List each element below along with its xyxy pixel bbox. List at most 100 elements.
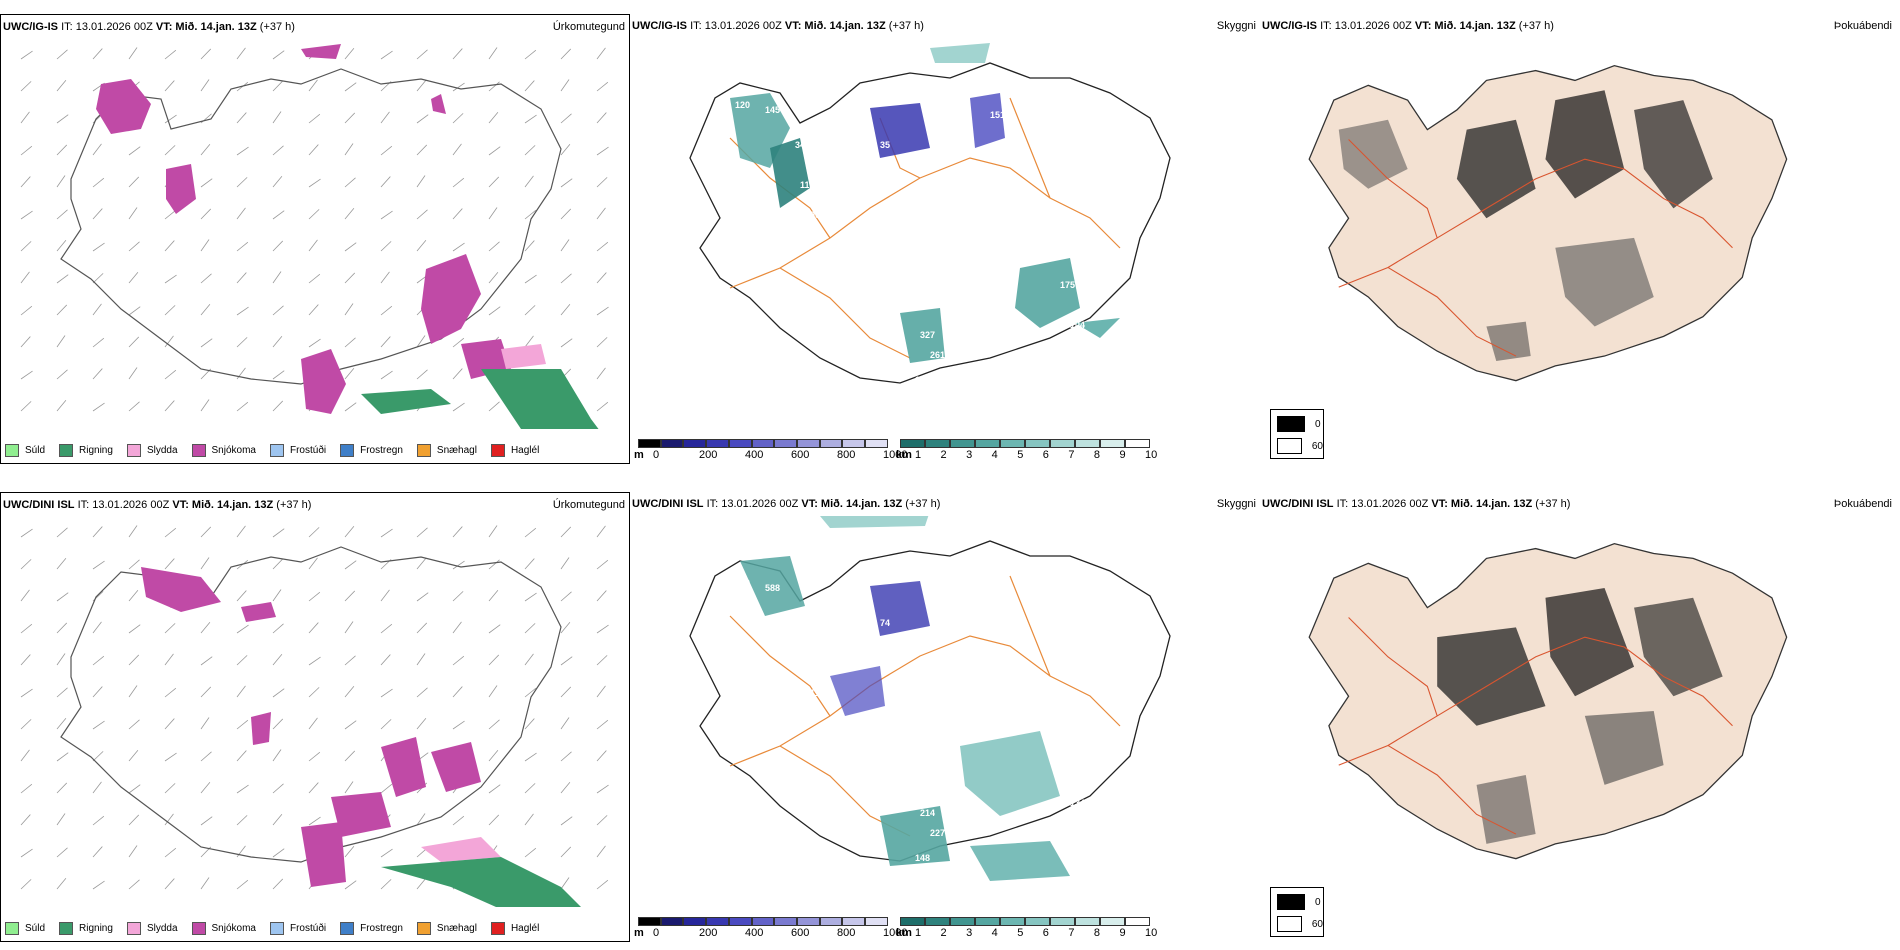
- wind-barb: [416, 877, 427, 890]
- height-value-label: 118: [1060, 758, 1075, 768]
- wind-barb: [20, 623, 33, 634]
- fog-legend: 0 60: [1270, 887, 1324, 937]
- wind-barb: [128, 241, 140, 252]
- visibility-panel[interactable]: UWC/DINI ISL IT: 13.01.2026 00Z VT: Mið.…: [630, 492, 1260, 947]
- wind-barb: [92, 846, 103, 858]
- height-value-label: 327: [920, 330, 935, 340]
- wind-barb: [596, 784, 609, 794]
- wind-barb: [452, 655, 465, 666]
- wind-barb: [488, 306, 501, 316]
- legend-label: Snæhagl: [436, 923, 477, 934]
- fog-map[interactable]: [1260, 516, 1890, 906]
- wind-barb: [128, 845, 138, 858]
- wind-barb: [344, 177, 356, 188]
- wind-barb: [20, 688, 33, 698]
- wind-barb: [128, 814, 140, 826]
- height-value-label: 145: [765, 105, 780, 115]
- visibility-map[interactable]: 150 588 139 101 99 74 107 166 110 628 225 261 214 227…: [630, 516, 1260, 906]
- legend-swatch: [126, 444, 141, 457]
- wind-barb: [596, 401, 609, 412]
- fog-indicator-panel[interactable]: UWC/IG-IS IT: 13.01.2026 00Z VT: Mið. 14…: [1260, 14, 1900, 469]
- wind-barb: [524, 114, 537, 124]
- wind-barb: [344, 880, 357, 890]
- wind-barb: [200, 877, 210, 890]
- valid-time-label: VT:: [801, 498, 818, 510]
- visibility-value-labels: 150 588 139 101 99 74 107 166 110 628 225 261 214 227…: [720, 578, 1105, 863]
- wind-barb: [164, 400, 175, 412]
- wind-barb: [380, 336, 391, 348]
- precip-type-panel[interactable]: UWC/IG-IS IT: 13.01.2026 00Z VT: Mið. 14…: [0, 14, 630, 464]
- wind-barb: [452, 82, 465, 92]
- wind-barb: [380, 528, 393, 538]
- scale-swatch: [751, 917, 775, 926]
- precip-map[interactable]: [1, 517, 631, 907]
- visibility-map[interactable]: 120 145 188 340 232 35 110 88 96 121 151 35 327 261 12…: [630, 38, 1260, 428]
- legend-item: Snjókoma: [191, 922, 256, 935]
- wind-barb: [488, 719, 500, 730]
- wind-barb: [380, 688, 393, 698]
- visibility-panel[interactable]: UWC/IG-IS IT: 13.01.2026 00Z VT: Mið. 14…: [630, 14, 1260, 469]
- visibility-scale: km 1 2 3 4 5 6 7 8 9 10: [896, 439, 1157, 469]
- scale-swatch: [683, 439, 707, 448]
- wind-barb: [164, 274, 177, 284]
- wind-barb: [596, 272, 607, 284]
- wind-barb: [524, 335, 534, 348]
- wind-barb: [416, 717, 427, 730]
- wind-barb: [272, 558, 284, 570]
- fog-map[interactable]: [1260, 38, 1890, 428]
- wind-barb: [272, 623, 284, 634]
- wind-barb: [128, 271, 139, 284]
- wind-barb: [524, 592, 537, 602]
- height-value-label: 628: [950, 598, 965, 608]
- panel-header: UWC/DINI ISL IT: 13.01.2026 00Z VT: Mið.…: [632, 498, 1256, 514]
- wind-barb: [596, 177, 608, 188]
- legend-swatch: [416, 922, 431, 935]
- scale-unit: m: [634, 927, 644, 939]
- scale-swatch: [774, 917, 798, 926]
- scale-tick-label: 9: [1119, 927, 1126, 939]
- wind-barb: [488, 401, 500, 412]
- wind-barb: [380, 370, 393, 380]
- wind-barb: [344, 685, 355, 698]
- wind-barb: [272, 878, 284, 890]
- precip-map[interactable]: [1, 39, 631, 429]
- wind-barb: [272, 848, 285, 858]
- fog-indicator-panel[interactable]: UWC/DINI ISL IT: 13.01.2026 00Z VT: Mið.…: [1260, 492, 1900, 947]
- wind-barb: [380, 305, 393, 316]
- model-name: UWC/DINI ISL: [3, 499, 75, 511]
- precip-type-panel[interactable]: UWC/DINI ISL IT: 13.01.2026 00Z VT: Mið.…: [0, 492, 630, 942]
- wind-barb: [380, 848, 393, 858]
- wind-barb: [416, 687, 428, 698]
- legend-swatch: [269, 922, 284, 935]
- scale-unit: m: [634, 449, 644, 461]
- wind-barb: [488, 271, 499, 284]
- wind-barb: [20, 241, 32, 252]
- wind-barb: [560, 48, 572, 60]
- height-value-label: 96: [810, 210, 820, 220]
- wind-barb: [308, 656, 321, 666]
- wind-barb: [524, 209, 537, 220]
- scale-swatch: [638, 917, 661, 926]
- wind-barb: [128, 176, 140, 188]
- panel-header: UWC/DINI ISL IT: 13.01.2026 00Z VT: Mið.…: [3, 499, 625, 515]
- wind-barb: [20, 370, 33, 380]
- legend-swatch: [191, 922, 206, 935]
- wind-barb: [524, 145, 536, 156]
- wind-barb: [20, 749, 30, 762]
- road-network: [729, 575, 1121, 837]
- wind-barb: [56, 335, 66, 348]
- legend-item: Haglél: [490, 444, 539, 457]
- road-network: [1338, 139, 1733, 357]
- height-value-label: 134: [1070, 798, 1085, 808]
- scale-unit: km: [896, 927, 912, 939]
- wind-barb: [452, 143, 462, 156]
- lead-time: (+37 h): [905, 498, 941, 510]
- wind-barb: [416, 369, 428, 380]
- wind-barb: [272, 240, 284, 252]
- wind-barb: [560, 178, 573, 188]
- scale-tick-label: 4: [991, 927, 998, 939]
- wind-barb: [308, 113, 321, 124]
- wind-barb: [452, 402, 465, 412]
- height-value-label: 99: [815, 613, 825, 623]
- scale-tick-label: 600: [791, 927, 810, 939]
